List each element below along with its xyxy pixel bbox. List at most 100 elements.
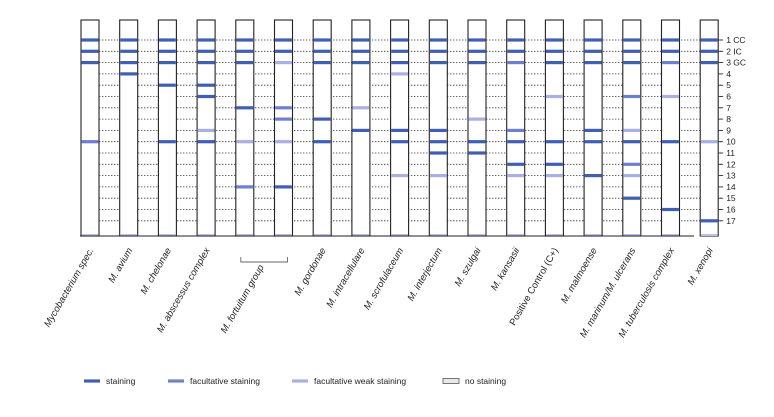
band-7-f <box>275 106 292 110</box>
band-2-s <box>236 49 254 53</box>
legend-label: staining <box>106 376 136 386</box>
conjugate-band <box>236 234 254 236</box>
conjugate-band <box>468 234 486 236</box>
band-10-s <box>197 140 215 144</box>
conjugate-band <box>352 234 370 236</box>
band-4-w <box>391 72 408 76</box>
band-10-s <box>584 140 602 144</box>
band-7-s <box>236 106 254 110</box>
conjugate-band <box>197 234 215 236</box>
conjugate-band <box>584 234 602 236</box>
legend-item-f: facultative staining <box>168 376 260 386</box>
band-5-s <box>197 83 215 87</box>
band-1-s <box>468 38 486 42</box>
band-3-s <box>313 61 331 65</box>
band-10-s <box>546 140 563 144</box>
band-label-17: 17 <box>726 216 736 226</box>
legend-item-w: facultative weak staining <box>292 376 406 386</box>
strip-9 <box>390 19 410 237</box>
band-3-f <box>662 61 679 65</box>
band-6-w <box>662 94 679 99</box>
band-10-s <box>159 140 176 144</box>
band-12-f <box>623 162 641 166</box>
legend-label: no staining <box>465 376 506 386</box>
band-13-w <box>507 174 525 178</box>
strip-3 <box>157 19 177 237</box>
strip-8 <box>351 19 371 237</box>
band-label-10: 10 <box>726 137 736 147</box>
band-2-s <box>81 49 99 53</box>
strip-2 <box>119 19 139 237</box>
band-label-13: 13 <box>726 171 736 181</box>
band-1-s <box>352 38 370 42</box>
band-13-s <box>584 174 602 178</box>
band-label-1: 1 CC <box>726 35 745 45</box>
legend-item-n: no staining <box>442 376 506 386</box>
legend: staining facultative staining facultative … <box>84 376 506 386</box>
band-2-s <box>197 49 215 53</box>
band-label-6: 6 <box>726 92 731 102</box>
band-9-w <box>623 128 641 132</box>
band-10-s <box>429 140 447 144</box>
band-10-s <box>313 140 331 144</box>
band-2-s <box>507 49 525 53</box>
conjugate-band <box>700 234 718 236</box>
band-1-s <box>236 38 254 42</box>
band-17-s <box>700 219 718 223</box>
band-10-s <box>468 140 486 144</box>
strip-5 <box>235 19 255 237</box>
band-6-s <box>197 94 215 99</box>
band-10-s <box>391 140 408 144</box>
band-3-s <box>546 61 563 65</box>
band-1-s <box>313 38 331 42</box>
band-9-s <box>391 128 408 132</box>
band-3-s <box>236 61 254 65</box>
band-2-s <box>546 49 563 53</box>
legend-swatch <box>442 378 460 384</box>
band-14-s <box>275 185 292 189</box>
band-5-s <box>159 83 176 87</box>
legend-item-s: staining <box>84 376 136 386</box>
conjugate-band <box>546 234 563 236</box>
conjugate-band <box>120 234 138 236</box>
band-label-8: 8 <box>726 114 731 124</box>
band-label-15: 15 <box>726 193 736 203</box>
band-1-s <box>120 38 138 42</box>
strip-17 <box>699 19 719 237</box>
legend-label: facultative staining <box>190 376 260 386</box>
band-11-s <box>468 151 486 155</box>
band-10-w <box>236 140 254 144</box>
conjugate-band <box>81 234 99 236</box>
strip-16 <box>660 19 681 237</box>
band-6-f <box>623 94 641 99</box>
band-2-s <box>313 49 331 53</box>
band-2-s <box>662 49 679 53</box>
band-9-s <box>352 128 370 132</box>
conjugate-band <box>159 234 176 236</box>
group-bracket <box>240 257 288 263</box>
band-label-3: 3 GC <box>726 58 746 68</box>
band-3-s <box>623 61 641 65</box>
band-2-s <box>700 49 718 53</box>
band-1-s <box>546 38 563 42</box>
strip-12 <box>506 19 526 237</box>
legend-swatch <box>84 379 100 383</box>
dotted-guides <box>81 39 723 222</box>
band-12-s <box>507 162 525 166</box>
band-15-s <box>623 196 641 200</box>
band-9-s <box>429 128 447 132</box>
strip-13 <box>544 19 564 237</box>
band-3-s <box>429 61 447 65</box>
band-1-s <box>159 38 176 42</box>
band-label-14: 14 <box>726 182 736 192</box>
band-3-f <box>507 61 525 65</box>
band-label-16: 16 <box>726 205 736 215</box>
conjugate-band <box>391 234 408 236</box>
band-3-s <box>584 61 602 65</box>
strip-10 <box>428 19 448 237</box>
band-label-12: 12 <box>726 159 736 169</box>
band-3-s <box>468 61 486 65</box>
band-2-s <box>468 49 486 53</box>
